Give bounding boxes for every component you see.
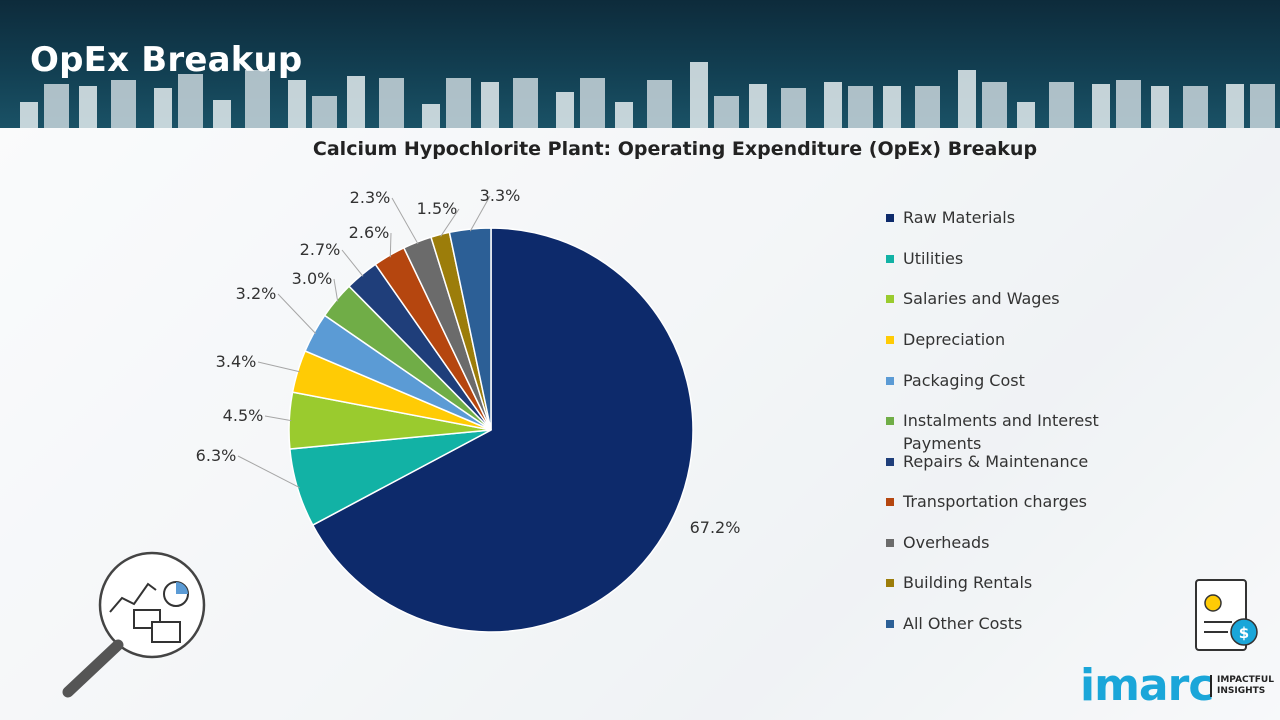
legend-label: Transportation charges — [903, 492, 1087, 511]
legend-label: Utilities — [903, 249, 964, 268]
skyline-building — [824, 82, 842, 128]
skyline-building — [154, 88, 172, 128]
skyline-building — [79, 86, 97, 128]
leader-line — [333, 278, 339, 302]
skyline-building — [44, 84, 69, 128]
legend-label: Depreciation — [903, 330, 1006, 349]
data-label: 3.0% — [292, 269, 333, 288]
skyline-building — [580, 78, 605, 128]
legend-swatch — [886, 579, 894, 587]
skyline-building — [848, 86, 873, 128]
leader-line — [264, 415, 292, 422]
legend-label: Packaging Cost — [903, 371, 1025, 390]
skyline-building — [111, 80, 136, 128]
skyline-building — [379, 78, 404, 128]
legend-swatch — [886, 336, 894, 344]
legend-label: Salaries and Wages — [903, 289, 1060, 308]
skyline-building — [20, 102, 38, 128]
data-label: 3.3% — [480, 186, 521, 205]
leader-line — [440, 208, 460, 237]
legend-swatch — [886, 295, 894, 303]
skyline-building — [1250, 84, 1275, 128]
analysis-magnifier-icon — [62, 551, 206, 698]
skyline-building — [1226, 84, 1244, 128]
leader-line — [469, 195, 491, 232]
legend-label: Raw Materials — [903, 208, 1016, 227]
skyline-building — [1183, 86, 1208, 128]
skyline-building — [958, 70, 976, 128]
skyline-building — [1116, 80, 1141, 128]
skyline-building — [556, 92, 574, 128]
skyline-building — [1151, 86, 1169, 128]
skyline-building — [1049, 82, 1074, 128]
chart-title: Calcium Hypochlorite Plant: Operating Ex… — [312, 138, 1038, 160]
legend-swatch — [886, 620, 894, 628]
legend-label: Building Rentals — [903, 573, 1033, 592]
skyline-building — [915, 86, 940, 128]
imarc-logo: imarc IMPACTFUL INSIGHTS — [1080, 660, 1274, 711]
header-banner: OpEx Breakup — [0, 0, 1280, 128]
leader-line — [237, 455, 300, 489]
skyline-building — [446, 78, 471, 128]
svg-text:$: $ — [1239, 624, 1249, 642]
skyline-building — [714, 96, 739, 128]
skyline-building — [178, 74, 203, 128]
skyline-illustration — [20, 62, 1275, 128]
data-label: 67.2% — [690, 518, 741, 537]
data-label: 3.2% — [236, 284, 277, 303]
pie-slices — [288, 227, 694, 633]
skyline-building — [1017, 102, 1035, 128]
data-label: 2.7% — [300, 240, 341, 259]
legend-swatch — [886, 255, 894, 263]
skyline-building — [422, 104, 440, 128]
skyline-building — [347, 76, 365, 128]
leader-line — [277, 293, 317, 334]
leader-line — [341, 249, 364, 277]
page-title: OpEx Breakup — [30, 40, 303, 80]
data-label: 4.5% — [223, 406, 264, 425]
data-label: 1.5% — [417, 199, 458, 218]
legend-label: Overheads — [903, 533, 990, 552]
data-label: 6.3% — [196, 446, 237, 465]
skyline-building — [288, 80, 306, 128]
legend-swatch — [886, 458, 894, 466]
skyline-building — [749, 84, 767, 128]
skyline-building — [513, 78, 538, 128]
legend-swatch — [886, 377, 894, 385]
skyline-building — [883, 86, 901, 128]
skyline-building — [615, 102, 633, 128]
skyline-building — [481, 82, 499, 128]
data-label: 3.4% — [216, 352, 257, 371]
skyline-building — [647, 80, 672, 128]
data-label: 2.6% — [349, 223, 390, 242]
logo-brand: imarc — [1080, 660, 1214, 711]
finance-document-icon: $ — [1195, 579, 1258, 651]
skyline-building — [690, 62, 708, 128]
skyline-building — [312, 96, 337, 128]
skyline-building — [213, 100, 231, 128]
skyline-building — [245, 70, 270, 128]
pie-slice-1 — [311, 227, 694, 633]
legend-label: Instalments and Interest Payments — [903, 411, 1099, 453]
leader-line — [257, 361, 300, 373]
legend-swatch — [886, 539, 894, 547]
legend-swatch — [886, 417, 894, 425]
data-label: 2.3% — [350, 188, 391, 207]
logo-tagline: IMPACTFUL INSIGHTS — [1210, 675, 1277, 697]
skyline-building — [982, 82, 1007, 128]
legend-label: All Other Costs — [903, 614, 1023, 633]
legend-swatch — [886, 214, 894, 222]
pie-slice-11 — [448, 227, 492, 431]
legend-swatch — [886, 498, 894, 506]
leader-line — [389, 232, 392, 258]
skyline-building — [1092, 84, 1110, 128]
leader-line — [391, 197, 419, 245]
skyline-building — [781, 88, 806, 128]
legend-label: Repairs & Maintenance — [903, 452, 1089, 471]
